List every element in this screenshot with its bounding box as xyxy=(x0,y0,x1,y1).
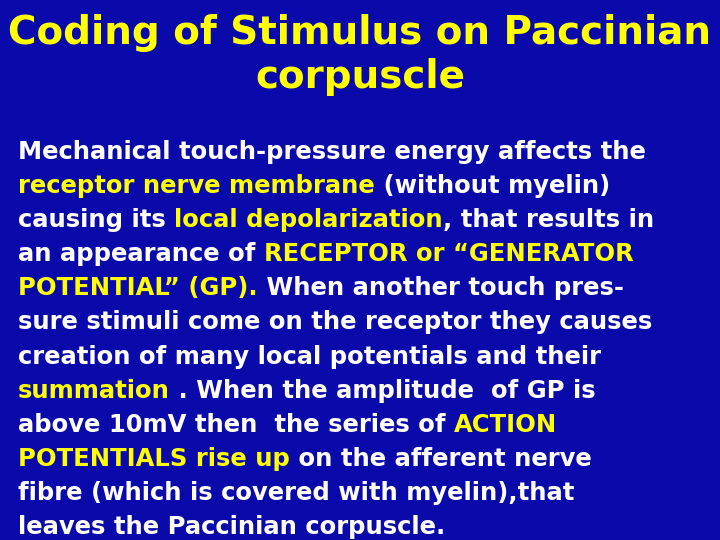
Text: local depolarization: local depolarization xyxy=(174,208,443,232)
Text: an appearance of: an appearance of xyxy=(18,242,264,266)
Text: When another touch pres-: When another touch pres- xyxy=(258,276,624,300)
Text: fibre (which is covered with myelin),that: fibre (which is covered with myelin),tha… xyxy=(18,481,575,504)
Text: sure stimuli come on the receptor they causes: sure stimuli come on the receptor they c… xyxy=(18,310,652,334)
Text: causing its: causing its xyxy=(18,208,174,232)
Text: ACTION: ACTION xyxy=(454,413,557,436)
Text: POTENTIAL” (GP).: POTENTIAL” (GP). xyxy=(18,276,258,300)
Text: leaves the Paccinian corpuscle.: leaves the Paccinian corpuscle. xyxy=(18,515,445,538)
Text: , that results in: , that results in xyxy=(443,208,654,232)
Text: (without myelin): (without myelin) xyxy=(374,174,610,198)
Text: Mechanical touch-pressure energy affects the: Mechanical touch-pressure energy affects… xyxy=(18,140,646,164)
Text: Coding of Stimulus on Paccinian
corpuscle: Coding of Stimulus on Paccinian corpuscl… xyxy=(9,14,711,96)
Text: summation: summation xyxy=(18,379,170,402)
Text: on the afferent nerve: on the afferent nerve xyxy=(290,447,592,470)
Text: RECEPTOR or “GENERATOR: RECEPTOR or “GENERATOR xyxy=(264,242,634,266)
Text: above 10mV then  the series of: above 10mV then the series of xyxy=(18,413,454,436)
Text: receptor nerve membrane: receptor nerve membrane xyxy=(18,174,374,198)
Text: . When the amplitude  of GP is: . When the amplitude of GP is xyxy=(170,379,595,402)
Text: creation of many local potentials and their: creation of many local potentials and th… xyxy=(18,345,601,368)
Text: POTENTIALS rise up: POTENTIALS rise up xyxy=(18,447,290,470)
